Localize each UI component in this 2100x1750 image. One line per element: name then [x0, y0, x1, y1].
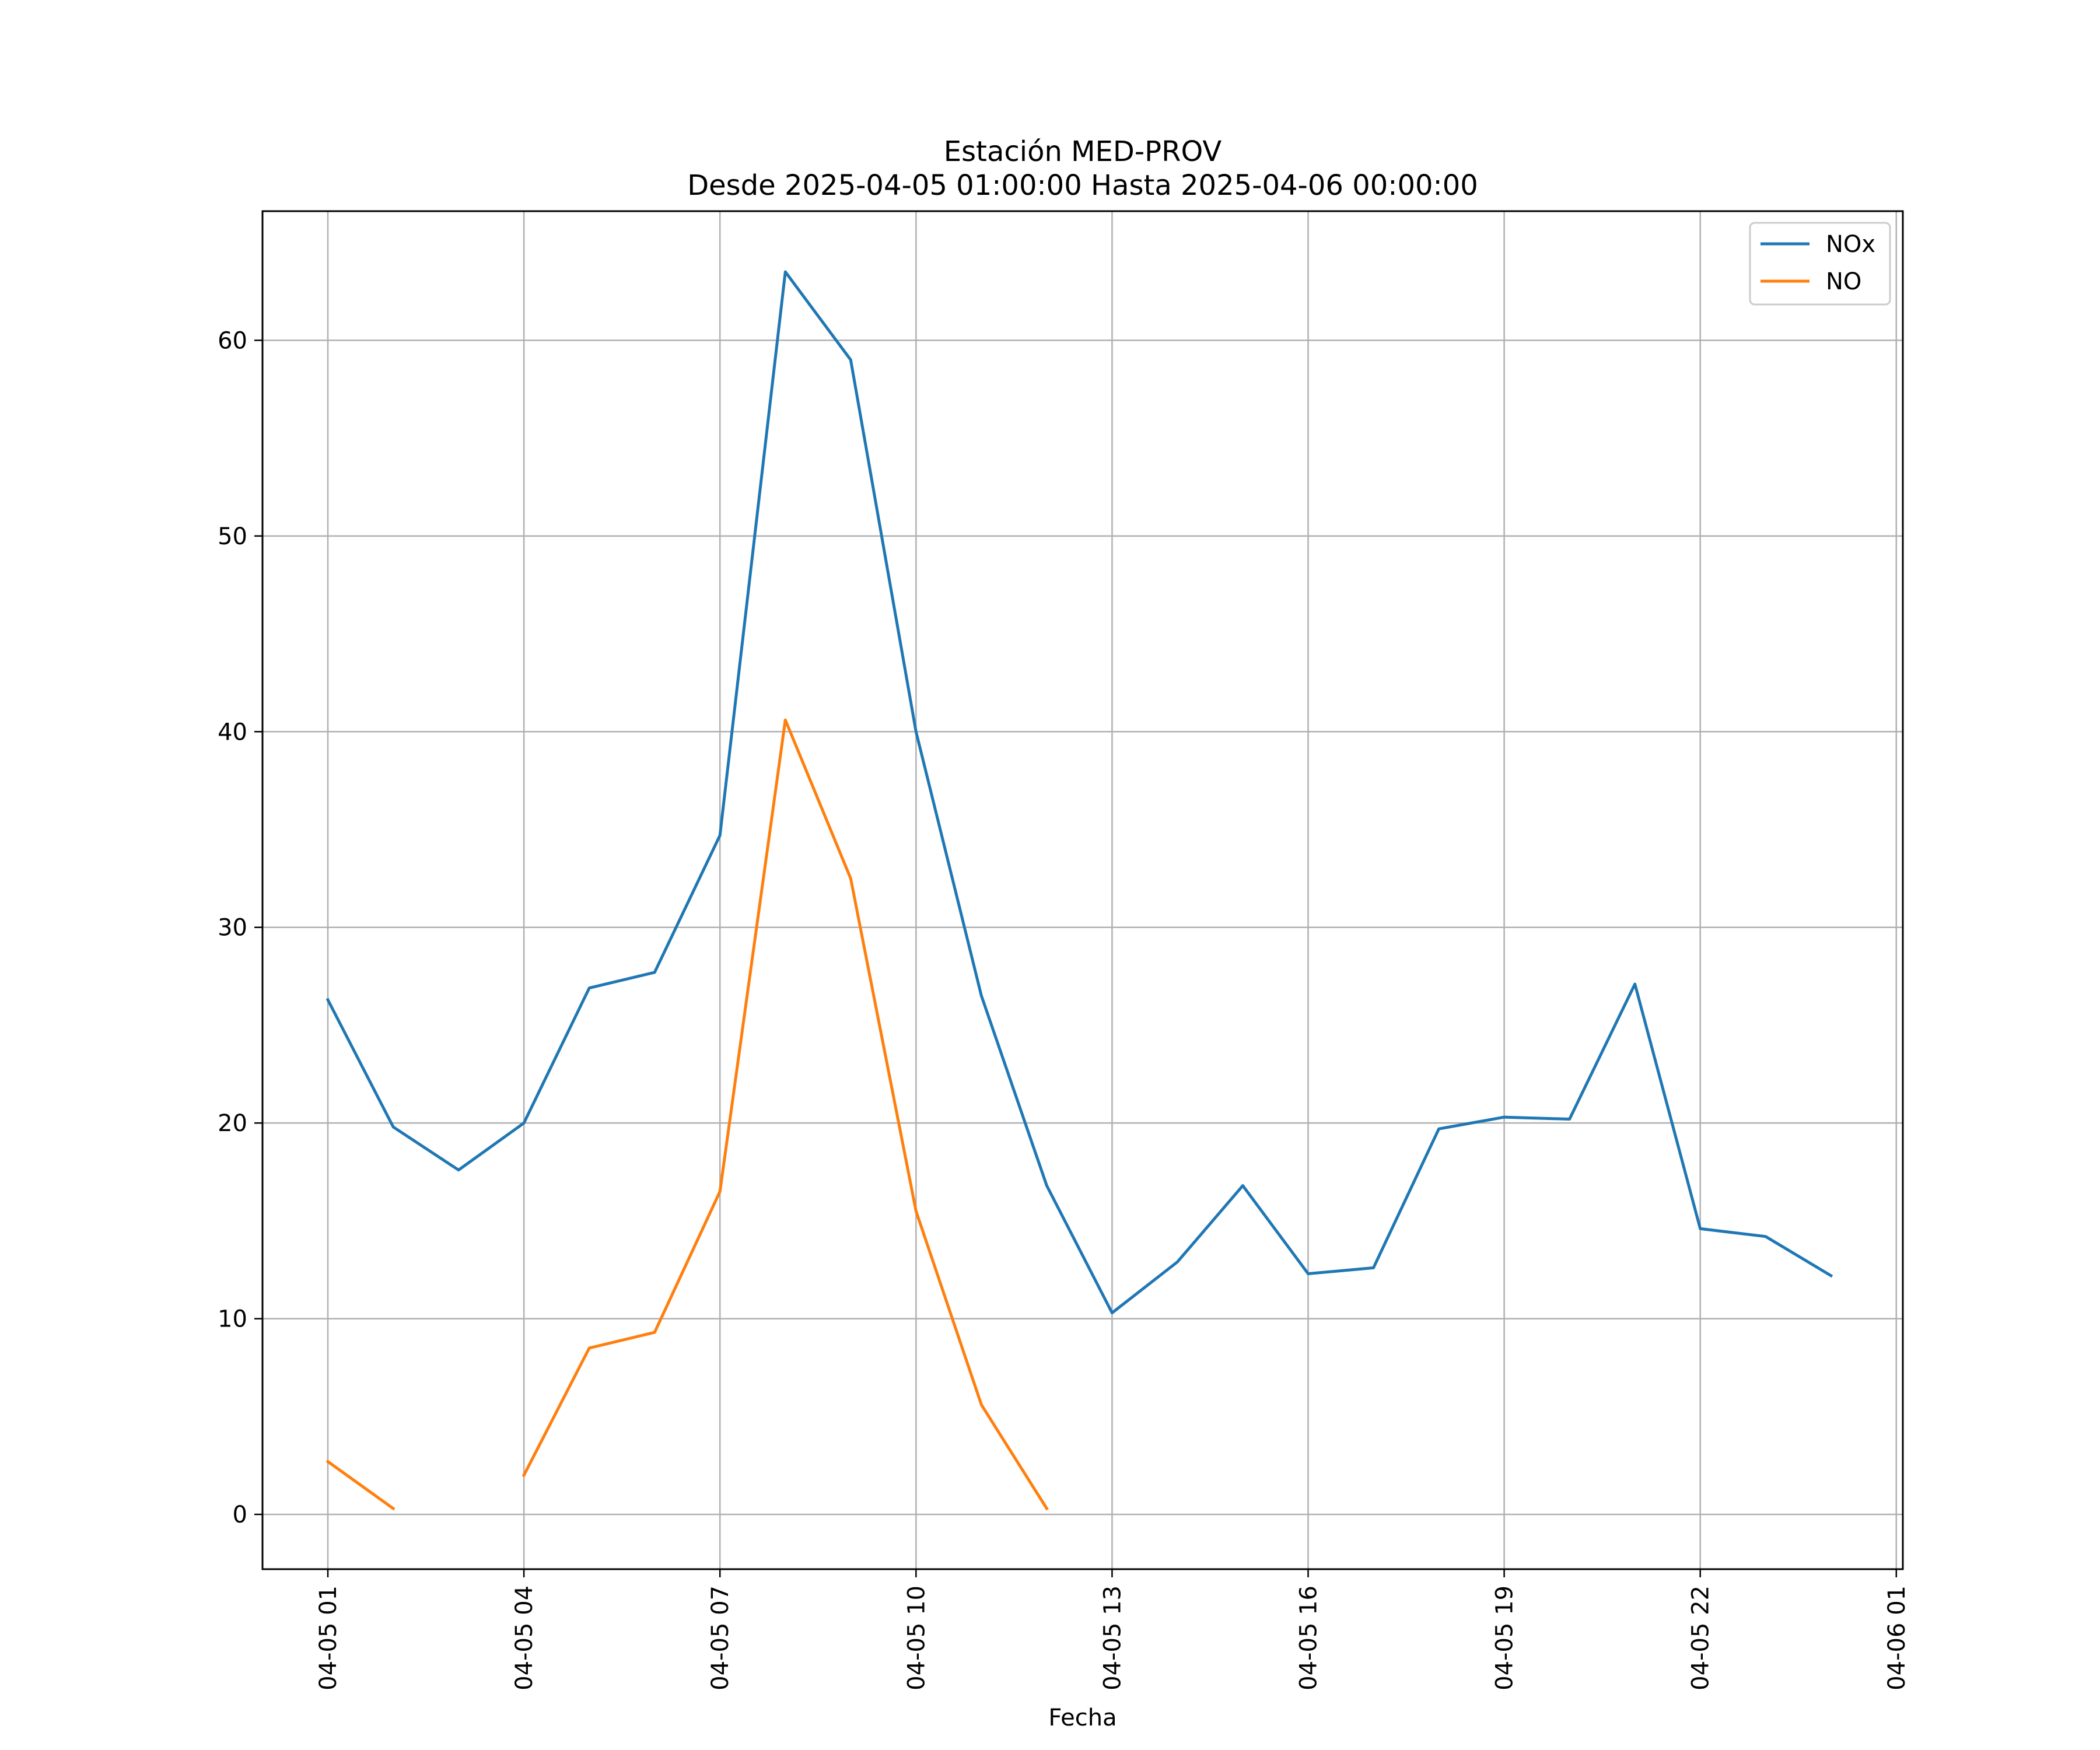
legend-label-no: NO: [1826, 268, 1861, 295]
legend: NOx NO: [1749, 222, 1891, 306]
x-tick-label: 04-05 07: [707, 1586, 734, 1690]
grid: [262, 211, 1903, 1569]
x-axis-label: Fecha: [1048, 1704, 1116, 1731]
y-tick-label: 60: [218, 327, 247, 354]
x-tick-label: 04-06 01: [1884, 1586, 1910, 1690]
x-tick-label: 04-05 01: [315, 1586, 342, 1690]
x-tick-label: 04-05 16: [1296, 1586, 1322, 1690]
x-tick-label: 04-05 22: [1688, 1586, 1714, 1690]
x-tick-label: 04-05 13: [1099, 1586, 1126, 1690]
chart-title: Estación MED-PROV: [944, 135, 1222, 168]
y-tick-label: 10: [218, 1306, 247, 1333]
y-tick-label: 50: [218, 523, 247, 550]
chart-subtitle: Desde 2025-04-05 01:00:00 Hasta 2025-04-…: [687, 169, 1478, 202]
x-tick-label: 04-05 19: [1492, 1586, 1518, 1690]
y-tick-label: 30: [218, 915, 247, 942]
y-tick-label: 0: [233, 1502, 247, 1528]
y-tick-label: 40: [218, 719, 247, 746]
legend-label-nox: NOx: [1826, 231, 1875, 258]
plot-frame: [261, 210, 1904, 1570]
series-line-nox: [326, 270, 1833, 1315]
axis-ticks: 04-05 01 04-05 04 04-05 07 04-05 10 04-05 13…: [218, 327, 1910, 1690]
x-tick-label: 04-05 04: [511, 1586, 538, 1690]
x-tick-label: 04-05 10: [903, 1586, 930, 1690]
y-tick-label: 20: [218, 1110, 247, 1137]
series-lines: [326, 270, 1833, 1511]
